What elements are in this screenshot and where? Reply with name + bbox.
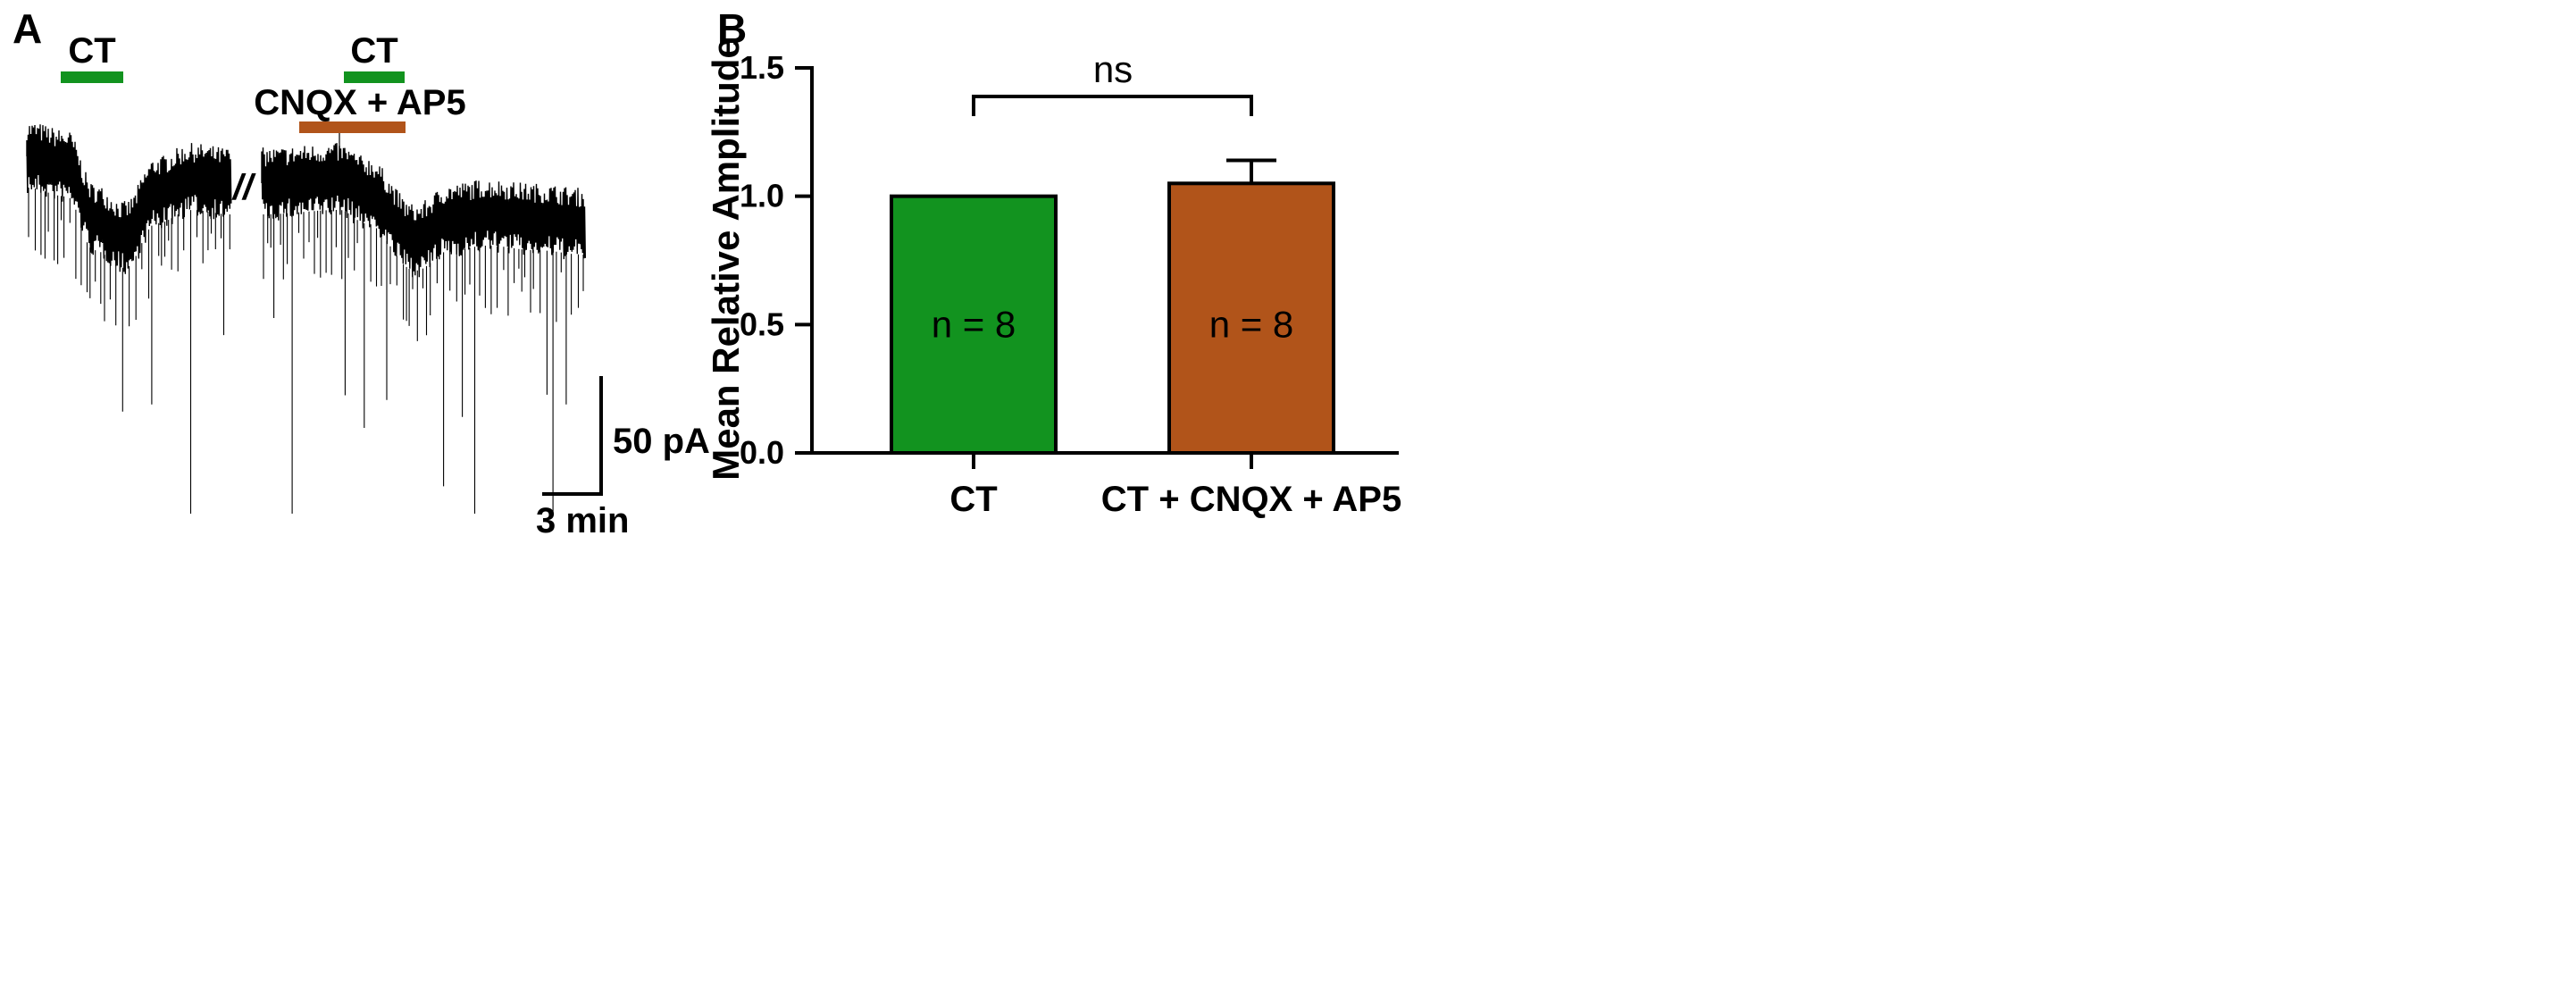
significance-bracket-line: [972, 95, 1253, 116]
significance-label: ns: [1093, 48, 1133, 90]
current-trace-segment-2: [261, 133, 586, 514]
x-categories-group: CT CT + CNQX + AP5: [949, 453, 1401, 519]
panel-b-label: B: [717, 5, 747, 52]
ct-application-bar-1: [61, 71, 123, 83]
y-tick-label-3: 1.5: [740, 49, 784, 86]
scale-bar-x-label: 3 min: [536, 501, 629, 540]
y-ticks-group: 0.0 0.5 1.0 1.5: [740, 49, 812, 471]
bars-group: [890, 181, 1335, 456]
ct-application-bar-2: [344, 71, 405, 83]
y-tick-label-2: 1.0: [740, 178, 784, 214]
trace-events: [28, 188, 230, 514]
y-tick-label-0: 0.0: [740, 434, 784, 471]
ct-marker-label-2: CT: [350, 31, 397, 71]
scale-bar: 50 pA 3 min: [536, 376, 710, 540]
y-axis-label: Mean Relative Amplitude: [705, 38, 747, 481]
bar-1: [890, 194, 1058, 456]
trace-events: [263, 210, 584, 514]
scale-bar-y-label: 50 pA: [613, 422, 710, 461]
panel-a-recording: A CT CT CNQX + AP5 // 50 pA 3 min: [13, 5, 710, 540]
trace-noise-band: [261, 143, 586, 278]
significance-bracket: ns: [972, 48, 1253, 116]
x-category-label-2: CT + CNQX + AP5: [1101, 480, 1401, 519]
drug-marker-label: CNQX + AP5: [254, 83, 465, 122]
drug-application-bar: [299, 121, 406, 133]
x-category-label-1: CT: [949, 480, 997, 519]
trace-break-symbol: //: [231, 168, 256, 207]
panel-a-label: A: [13, 5, 42, 52]
error-bars-group: [1226, 158, 1276, 184]
current-trace-segment-1: [26, 124, 232, 514]
n-labels-group: n = 8 n = 8: [932, 303, 1294, 345]
n-label-2: n = 8: [1209, 303, 1294, 345]
ct-marker-label-1: CT: [68, 31, 115, 71]
n-label-1: n = 8: [932, 303, 1016, 345]
trace-noise-band: [26, 124, 232, 274]
y-tick-label-1: 0.5: [740, 306, 784, 342]
panel-b-bar-chart: B Mean Relative Amplitude n = 8 n = 8 0.0…: [705, 5, 1401, 519]
